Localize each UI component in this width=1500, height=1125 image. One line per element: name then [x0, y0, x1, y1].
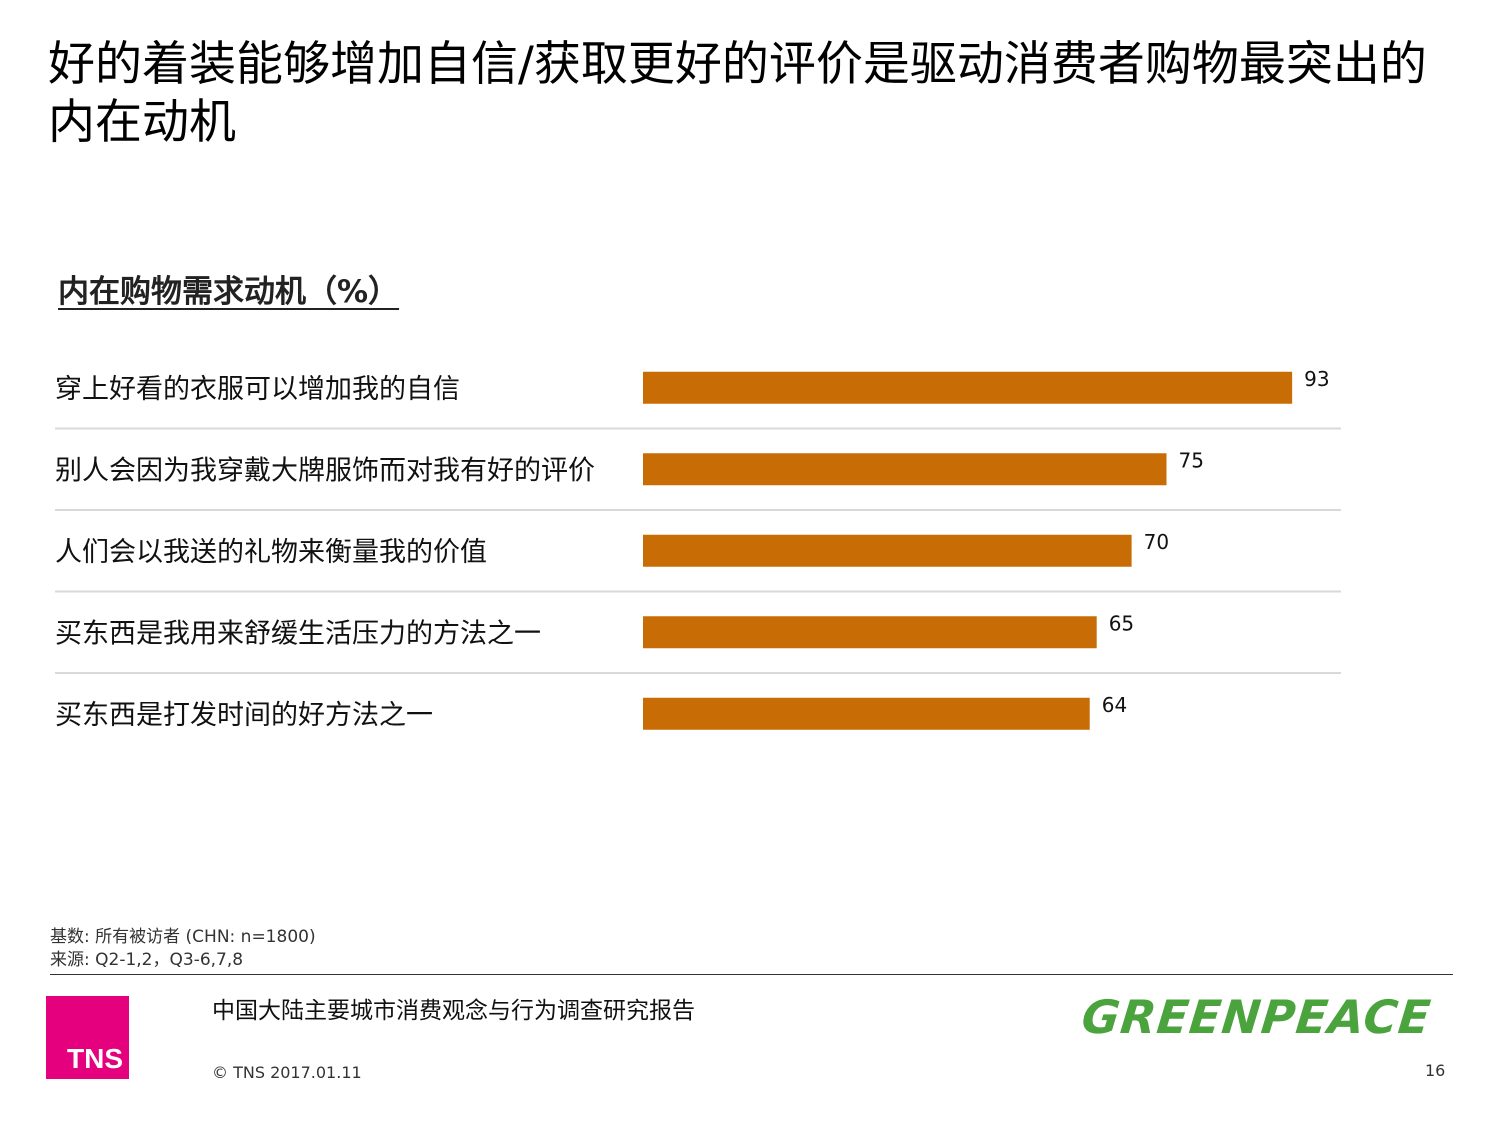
- footer-divider: [50, 974, 1453, 975]
- bar: [643, 697, 1090, 730]
- greenpeace-logo: GREENPEACE: [1079, 990, 1434, 1044]
- page-title: 好的着装能够增加自信/获取更好的评价是驱动消费者购物最突出的内在动机: [48, 37, 1427, 150]
- value-label: 70: [1144, 530, 1169, 554]
- base-note: 基数: 所有被访者 (CHN: n=1800): [50, 927, 316, 947]
- page-number: 16: [1425, 1061, 1446, 1080]
- report-name: 中国大陆主要城市消费观念与行为调查研究报告: [212, 998, 695, 1024]
- value-label: 65: [1109, 611, 1134, 635]
- bar: [643, 534, 1132, 567]
- category-label: 别人会因为我穿戴大牌服饰而对我有好的评价: [55, 455, 595, 486]
- bar: [643, 616, 1097, 649]
- value-label: 93: [1304, 367, 1329, 391]
- source-note: 来源: Q2-1,2，Q3-6,7,8: [50, 950, 244, 970]
- copyright-text: © TNS 2017.01.11: [212, 1063, 362, 1082]
- tns-logo-text: TNS: [67, 1043, 123, 1074]
- tns-logo: TNS: [46, 996, 129, 1079]
- chart-title: 内在购物需求动机（%）: [58, 274, 400, 310]
- category-label: 买东西是打发时间的好方法之一: [55, 700, 433, 731]
- category-label: 买东西是我用来舒缓生活压力的方法之一: [55, 618, 541, 649]
- category-label: 穿上好看的衣服可以增加我的自信: [55, 374, 460, 405]
- bar: [643, 453, 1167, 486]
- value-label: 75: [1179, 448, 1204, 472]
- category-label: 人们会以我送的礼物来衡量我的价值: [55, 537, 487, 568]
- value-label: 64: [1102, 693, 1127, 717]
- bar: [643, 371, 1293, 404]
